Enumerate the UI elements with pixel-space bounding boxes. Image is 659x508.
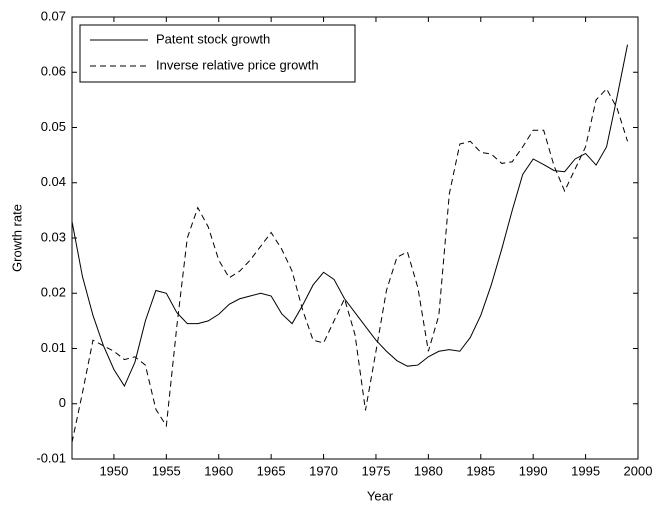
x-axis-label: Year xyxy=(367,488,394,503)
x-tick-label: 1950 xyxy=(99,463,128,478)
y-tick-label: 0 xyxy=(59,395,66,410)
x-tick-label: 1995 xyxy=(571,463,600,478)
plot-area xyxy=(72,17,638,459)
x-tick-label: 1970 xyxy=(309,463,338,478)
y-tick-label: 0.04 xyxy=(41,174,66,189)
legend: Patent stock growth Inverse relative pric… xyxy=(79,24,356,83)
y-tick-label: 0.03 xyxy=(41,229,66,244)
x-tick-label: 1960 xyxy=(204,463,233,478)
legend-label: Inverse relative price growth xyxy=(156,57,319,72)
y-tick-label: 0.01 xyxy=(41,340,66,355)
y-axis-label: Growth rate xyxy=(9,204,24,272)
legend-box xyxy=(79,24,356,83)
x-tick-label: 1965 xyxy=(257,463,286,478)
plot-frame xyxy=(71,16,639,460)
y-tick-label: 0.05 xyxy=(41,119,66,134)
y-tick-label: 0.02 xyxy=(41,285,66,300)
y-tick-label: -0.01 xyxy=(36,450,66,465)
series-line xyxy=(71,87,628,443)
y-tick-label: 0.07 xyxy=(41,8,66,23)
x-tick-label: 2000 xyxy=(624,463,653,478)
x-tick-label: 1975 xyxy=(362,463,391,478)
x-tick-label: 1985 xyxy=(466,463,495,478)
series-line xyxy=(71,44,629,388)
x-tick-label: 1955 xyxy=(152,463,181,478)
y-tick-label: 0.06 xyxy=(41,64,66,79)
legend-label: Patent stock growth xyxy=(156,31,270,46)
x-tick-label: 1980 xyxy=(414,463,443,478)
x-tick-label: 1990 xyxy=(519,463,548,478)
